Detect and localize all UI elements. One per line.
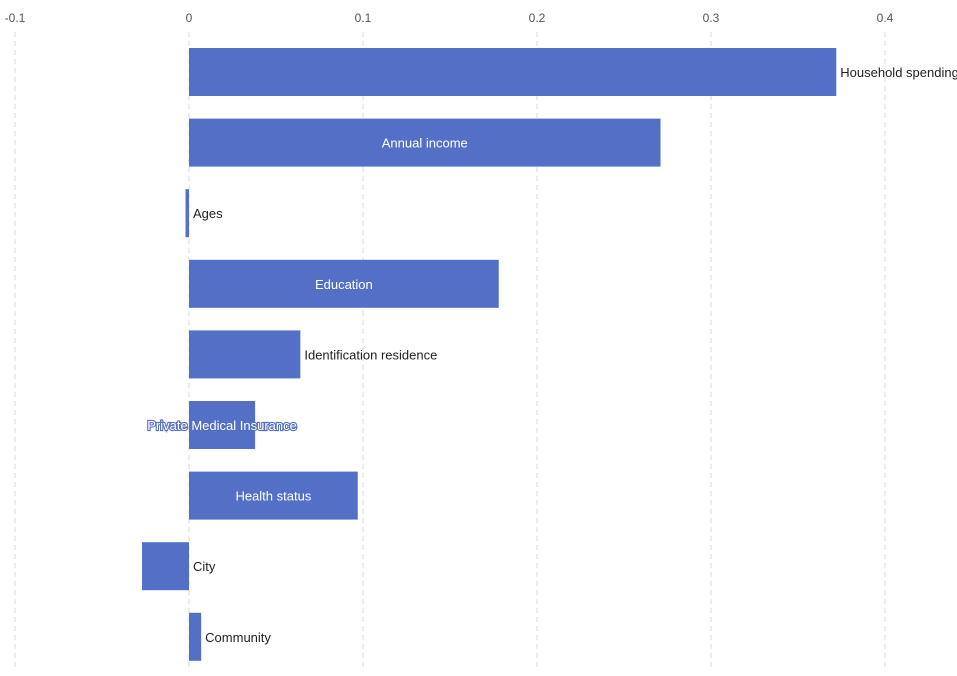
bar xyxy=(189,612,202,661)
x-tick-label: 0 xyxy=(186,11,193,25)
x-tick-label: 0.2 xyxy=(529,11,546,25)
bar xyxy=(189,401,256,449)
bar-label: Education xyxy=(315,277,373,292)
bar xyxy=(142,542,189,591)
bar-label: Ages xyxy=(193,206,223,221)
x-tick-label: 0.1 xyxy=(355,11,372,25)
bar-label: Community xyxy=(205,630,271,645)
bar-labels: Household spending Annual income Ages Educa… xyxy=(146,65,957,645)
bar-label: City xyxy=(193,559,216,574)
x-axis-ticks: -0.1 0 0.1 0.2 0.3 0.4 xyxy=(5,11,894,25)
bar xyxy=(189,330,301,379)
x-tick-label: -0.1 xyxy=(5,11,26,25)
bar-label: Private Medical Insurance xyxy=(147,418,297,433)
x-tick-label: 0.4 xyxy=(877,11,894,25)
bar-label: Health status xyxy=(235,489,311,504)
bar xyxy=(185,189,189,238)
bar xyxy=(189,48,837,96)
bars xyxy=(142,48,837,661)
bar xyxy=(189,259,499,308)
bar-label: Household spending xyxy=(840,65,957,80)
bar xyxy=(189,471,358,520)
bar xyxy=(189,118,661,167)
bar-label: Annual income xyxy=(382,136,468,151)
x-tick-label: 0.3 xyxy=(703,11,720,25)
bar-label: Identification residence xyxy=(304,347,437,362)
